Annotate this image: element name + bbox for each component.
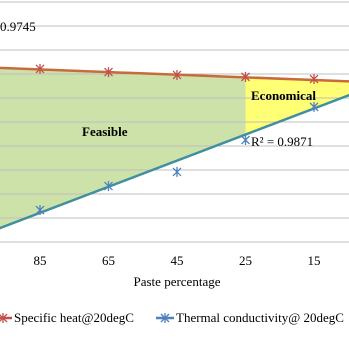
r2-label: R² = 0.9871 xyxy=(251,134,313,149)
region-label: Economical xyxy=(251,88,316,103)
region-label: Feasible xyxy=(82,124,128,139)
region-feasible xyxy=(0,67,246,229)
data-point xyxy=(104,67,113,78)
legend-label: Specific heat@20degC xyxy=(14,310,134,325)
data-point xyxy=(241,135,250,145)
legend-item: Specific heat@20degC xyxy=(0,310,134,325)
legend-item: Thermal conductivity@ 20degC xyxy=(156,310,344,325)
data-point xyxy=(172,69,182,80)
data-point xyxy=(172,166,182,177)
data-point xyxy=(309,101,319,112)
r2-label: 0.9745 xyxy=(0,19,36,34)
x-tick-label: 85 xyxy=(34,253,47,268)
data-point xyxy=(309,74,319,85)
x-tick-label: 15 xyxy=(308,253,321,268)
data-point xyxy=(0,313,8,323)
x-tick-label: 25 xyxy=(239,253,252,268)
x-tick-label: 45 xyxy=(171,253,184,268)
data-point xyxy=(160,313,170,323)
data-point xyxy=(35,63,45,74)
legend-label: Thermal conductivity@ 20degC xyxy=(176,310,344,325)
x-tick-label: 65 xyxy=(102,253,115,268)
data-point xyxy=(104,181,113,192)
x-axis-title: Paste percentage xyxy=(134,274,221,289)
region-economical xyxy=(245,77,349,135)
data-point xyxy=(241,71,250,82)
data-point xyxy=(35,205,45,216)
